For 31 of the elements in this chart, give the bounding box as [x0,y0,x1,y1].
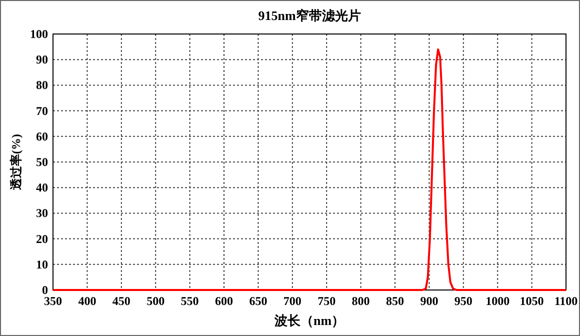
line-series [52,48,567,291]
y-tick-label: 100 [30,27,48,41]
y-tick-label: 0 [42,283,48,297]
y-tick-label: 50 [36,155,48,169]
chart-title: 915nm窄带滤光片 [258,8,361,23]
x-axis-title: 波长（nm） [273,313,345,328]
x-tick-label: 1050 [520,294,544,308]
y-axis-title: 透过率(%) [9,134,23,191]
x-tick-label: 1100 [554,294,578,308]
y-tick-label: 30 [36,206,48,220]
x-tick-label: 600 [215,294,233,308]
x-tick-label: 450 [112,294,130,308]
x-tick-label: 850 [386,294,404,308]
x-tick-label: 1000 [486,294,510,308]
x-tick-label: 900 [420,294,438,308]
x-tick-label: 700 [283,294,302,308]
x-tick-label: 550 [180,294,199,308]
y-tick-label: 80 [36,78,48,92]
y-tick-label: 20 [36,232,48,246]
x-tick-label: 750 [318,294,336,308]
y-tick-label: 10 [36,257,48,272]
y-tick-label: 40 [36,180,48,195]
x-tick-label: 650 [249,294,268,308]
y-tick-label: 90 [36,52,48,67]
y-tick-label: 60 [36,129,48,144]
x-tick-label: 500 [146,294,165,308]
x-tick-label: 350 [44,294,62,308]
x-tick-label: 400 [78,294,96,308]
x-tick-label: 800 [352,294,370,308]
y-tick-label: 70 [36,104,48,118]
x-tick-label: 950 [454,294,472,308]
